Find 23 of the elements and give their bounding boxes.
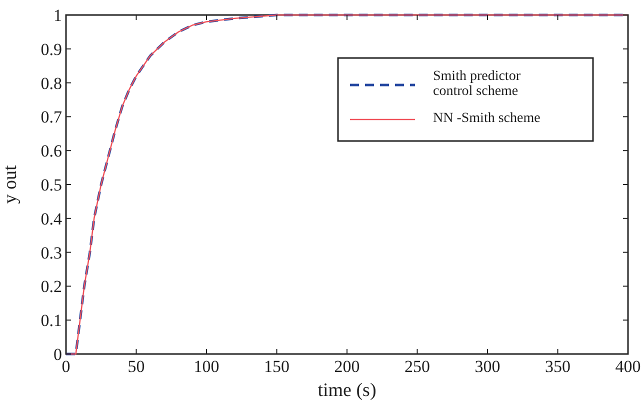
y-tick-label: 0.3	[40, 243, 62, 262]
legend-label: Smith predictor control scheme	[433, 69, 521, 99]
x-axis-title: time (s)	[318, 380, 376, 401]
x-tick-label: 150	[264, 357, 290, 376]
x-tick-label: 50	[128, 357, 145, 376]
x-tick-label: 250	[404, 357, 430, 376]
y-tick-label: 1	[54, 6, 62, 25]
y-tick-label: 0.6	[40, 142, 62, 161]
x-tick-label: 200	[334, 357, 360, 376]
x-tick-label: 350	[545, 357, 570, 376]
y-tick-label: 0.1	[40, 311, 62, 330]
y-tick-label: 0.2	[40, 277, 62, 296]
y-axis-title: y out	[0, 164, 21, 204]
y-tick-label: 0.5	[40, 175, 62, 194]
x-tick-label: 300	[474, 357, 500, 376]
y-tick-label: 0.7	[40, 108, 62, 127]
x-tick-label: 100	[194, 357, 220, 376]
x-tick-label: 400	[615, 357, 641, 376]
y-tick-label: 0	[54, 344, 62, 364]
y-tick-label: 0.4	[40, 209, 62, 228]
legend-label: NN -Smith scheme	[433, 111, 540, 126]
y-tick-label: 0.9	[40, 40, 62, 59]
y-tick-label: 0.8	[40, 74, 62, 93]
